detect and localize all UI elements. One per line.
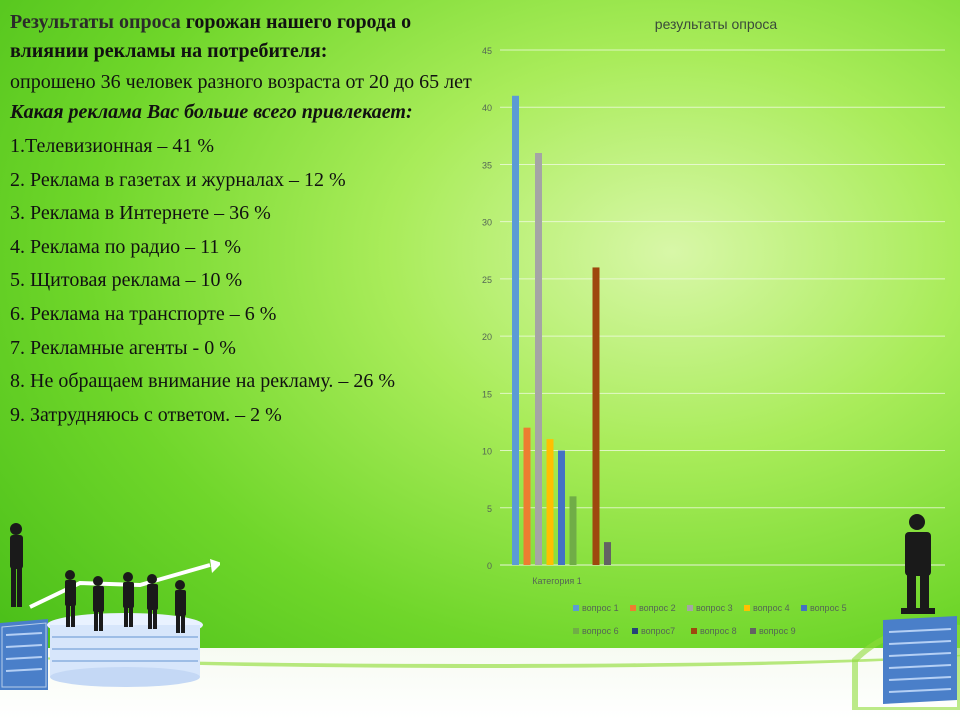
answer-item: 6. Реклама на транспорте – 6 % bbox=[10, 302, 277, 325]
legend-entry: вопрос 8 bbox=[700, 626, 737, 636]
y-tick-label: 10 bbox=[482, 447, 492, 457]
answer-item: 2. Реклама в газетах и журналах – 12 % bbox=[10, 168, 346, 191]
bar-вопрос-5 bbox=[558, 450, 565, 565]
slide-title-part1: Результаты опроса bbox=[10, 11, 181, 33]
y-tick-label: 25 bbox=[482, 275, 492, 285]
office-building-icon bbox=[883, 616, 957, 704]
legend-entry: вопрос 2 bbox=[639, 603, 676, 613]
silhouette-businessman-icon bbox=[901, 514, 935, 614]
legend-swatch bbox=[801, 605, 807, 611]
bar-вопрос-2 bbox=[523, 427, 531, 565]
legend-swatch bbox=[687, 605, 693, 611]
text-panel: Результаты опроса горожан нашего города … bbox=[10, 8, 480, 432]
silhouette-person-icon bbox=[10, 523, 186, 633]
y-tick-label: 5 bbox=[487, 504, 492, 514]
answer-list: 1.Телевизионная – 41 % 2. Реклама в газе… bbox=[10, 130, 480, 432]
bar-вопрос-8 bbox=[592, 267, 600, 565]
legend-entry: вопрос 5 bbox=[810, 603, 847, 613]
bar-вопрос-6 bbox=[569, 496, 577, 565]
legend-entry: вопрос7 bbox=[641, 626, 675, 636]
y-tick-label: 0 bbox=[487, 561, 492, 571]
y-tick-label: 40 bbox=[482, 103, 492, 113]
legend-swatch bbox=[632, 628, 638, 634]
y-tick-label: 20 bbox=[482, 332, 492, 342]
legend-entry: вопрос 4 bbox=[753, 603, 790, 613]
bottom-swoosh bbox=[0, 630, 960, 668]
bar-вопрос-4 bbox=[546, 439, 554, 565]
answer-item: 4. Реклама по радио – 11 % bbox=[10, 235, 242, 258]
survey-bar-chart: результаты опроса 0 5 10 15 20 25 30 35 40 45 Катег… bbox=[482, 16, 945, 636]
business-people-illustration bbox=[0, 523, 220, 690]
y-tick-label: 45 bbox=[482, 46, 492, 56]
bar-вопрос-9 bbox=[604, 542, 611, 565]
legend-swatch bbox=[750, 628, 756, 634]
answer-item: 3. Реклама в Интернете – 36 % bbox=[10, 202, 271, 225]
bar-вопрос-1 bbox=[512, 95, 519, 566]
legend-swatch bbox=[573, 605, 579, 611]
chart-title: результаты опроса bbox=[655, 16, 778, 32]
legend-swatch bbox=[630, 605, 636, 611]
y-tick-label: 35 bbox=[482, 160, 492, 170]
slide-title: Результаты опроса горожан нашего города … bbox=[10, 8, 480, 66]
answer-item: 7. Рекламные агенты - 0 % bbox=[10, 336, 236, 359]
x-tick-label: Категория 1 bbox=[532, 576, 582, 586]
legend-entry: вопрос 6 bbox=[582, 626, 619, 636]
legend-swatch bbox=[744, 605, 750, 611]
legend-entry: вопрос 1 bbox=[582, 603, 619, 613]
slide-title-part2: горожан нашего города о влиянии рекламы … bbox=[10, 11, 412, 62]
businessman-on-building-illustration bbox=[852, 514, 960, 710]
y-tick-label: 30 bbox=[482, 218, 492, 228]
survey-question: Какая реклама Вас больше всего привлекае… bbox=[10, 101, 413, 123]
y-tick-label: 15 bbox=[482, 389, 492, 399]
answer-item: 9. Затрудняюсь с ответом. – 2 % bbox=[10, 403, 282, 426]
answer-item: 1.Телевизионная – 41 % bbox=[10, 135, 215, 157]
legend-swatch bbox=[691, 628, 697, 634]
answer-item: 8. Не обращаем внимание на рекламу. – 26… bbox=[10, 370, 396, 393]
survey-intro: опрошено 36 человек разного возраста от … bbox=[10, 71, 472, 93]
answer-item: 5. Щитовая реклама – 10 % bbox=[10, 269, 243, 292]
legend-swatch bbox=[573, 628, 579, 634]
growth-arrow-icon bbox=[29, 563, 211, 609]
legend-entry: вопрос 9 bbox=[759, 626, 796, 636]
bar-вопрос-3 bbox=[535, 153, 542, 565]
office-building-icon bbox=[0, 619, 48, 690]
legend-entry: вопрос 3 bbox=[696, 603, 733, 613]
